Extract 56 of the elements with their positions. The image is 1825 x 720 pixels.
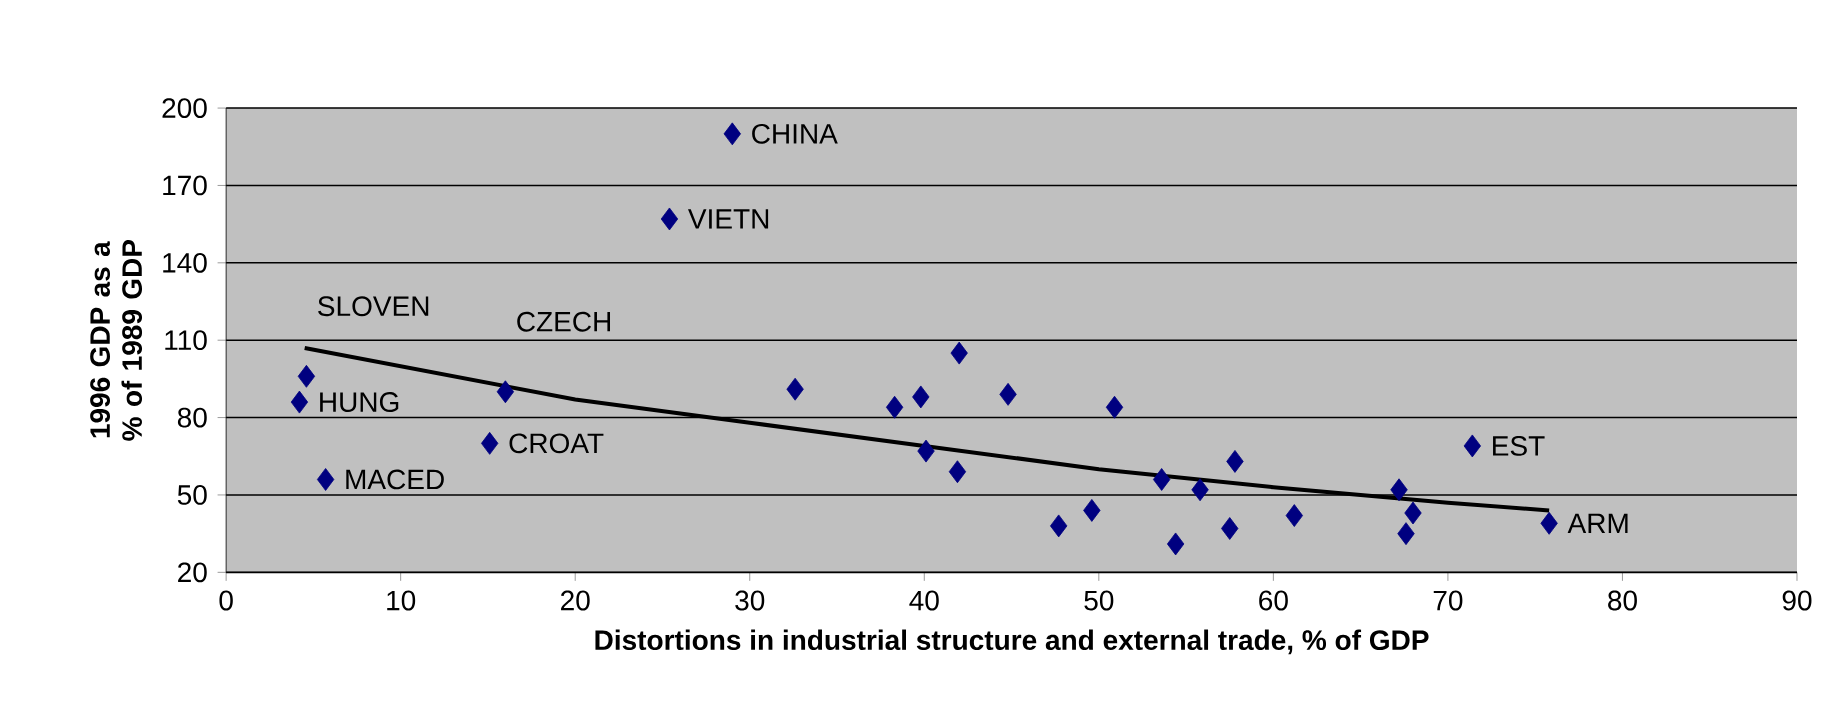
point	[1221, 516, 1239, 540]
annotation: ARM	[1567, 513, 1628, 533]
x-tick-label: 50	[1084, 590, 1114, 611]
annotation: CROAT	[509, 433, 604, 454]
point	[1083, 498, 1101, 522]
x-tick-label: 40	[909, 590, 939, 611]
point	[917, 439, 935, 463]
y-tick-label: 110	[165, 330, 207, 350]
y-tick-label: 80	[177, 407, 207, 428]
point	[1397, 522, 1415, 545]
x-tick-label: 80	[1608, 590, 1637, 611]
point	[290, 390, 309, 414]
point	[948, 460, 967, 483]
point	[885, 395, 904, 419]
point	[481, 431, 499, 455]
point	[1285, 503, 1303, 527]
annotation: EST	[1493, 435, 1545, 456]
x-tick-label: 70	[1433, 590, 1463, 611]
x-tick-label: 20	[561, 590, 590, 611]
x-tick-label: 60	[1259, 590, 1288, 611]
x-tick-label: 30	[735, 590, 765, 611]
point	[1390, 478, 1408, 501]
point	[316, 467, 335, 491]
annotation: VIETN	[688, 209, 769, 229]
point	[950, 341, 968, 365]
y-tick-label: 140	[163, 252, 207, 273]
x-tick-label: 90	[1782, 590, 1812, 611]
point	[723, 122, 741, 146]
annotation: CZECH	[517, 311, 611, 332]
x-axis-title: Distortions in industrial structure and external trade, % of GDP	[595, 629, 1429, 654]
y-axis-title: 1996 GDP as a % of 1989 GDP	[90, 239, 143, 441]
point	[297, 364, 316, 388]
x-tick-label: 0	[219, 590, 233, 611]
point	[1540, 511, 1558, 535]
point	[1105, 395, 1124, 419]
point	[1463, 434, 1481, 458]
y-tick-label: 170	[163, 175, 207, 196]
point	[1166, 532, 1185, 556]
annotation: MACED	[346, 469, 444, 490]
point	[660, 207, 679, 231]
point	[1226, 449, 1244, 473]
annotation: SLOVEN	[318, 296, 429, 316]
point	[912, 385, 930, 409]
y-tick-label: 50	[177, 484, 207, 505]
y-tick-label: 200	[162, 97, 207, 118]
annotation: CHINA	[752, 123, 838, 144]
point	[1153, 467, 1171, 491]
y-tick-label: 20	[178, 562, 207, 583]
point	[1404, 501, 1422, 525]
x-tick-label: 10	[387, 590, 416, 611]
point	[786, 377, 804, 401]
point	[1050, 514, 1068, 538]
point	[1191, 478, 1209, 501]
annotation: HUNG	[320, 391, 399, 412]
point	[999, 382, 1017, 406]
point	[496, 380, 515, 403]
